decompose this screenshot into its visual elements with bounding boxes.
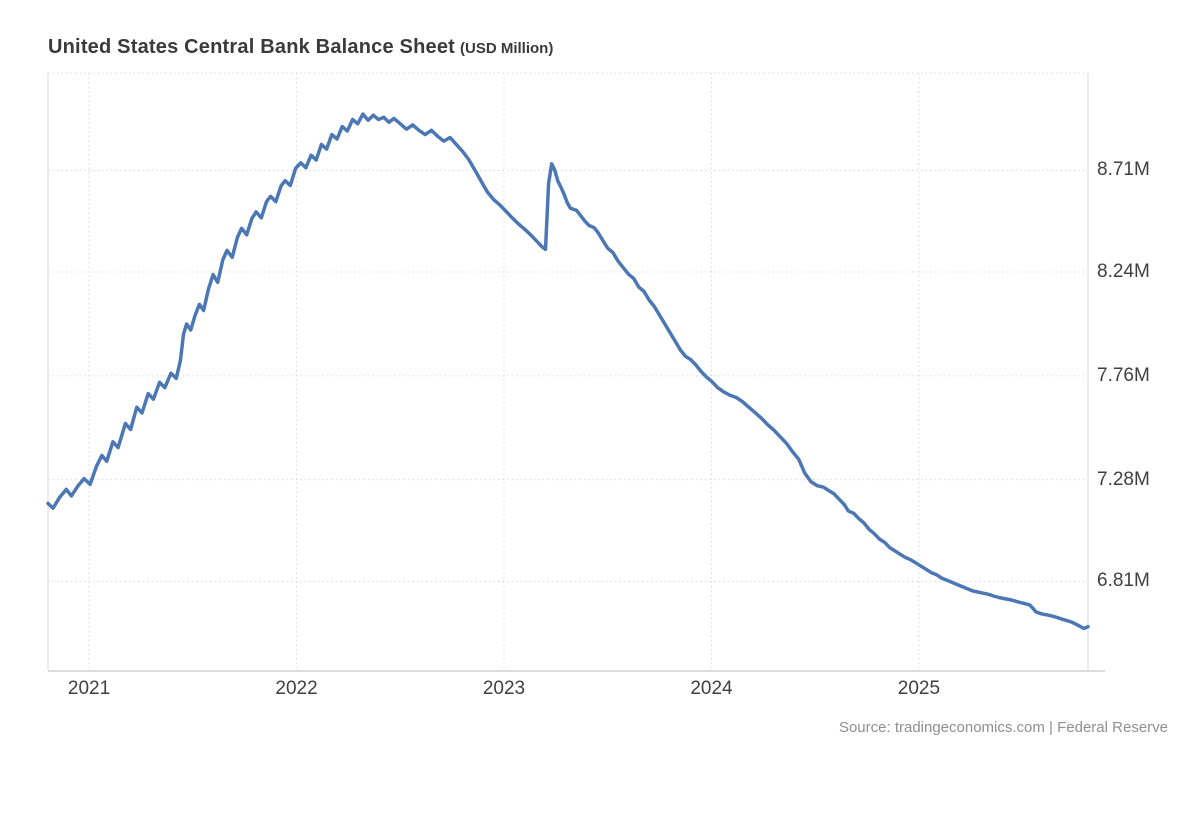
chart-title-row: United States Central Bank Balance Sheet…	[48, 36, 553, 59]
y-tick-label: 7.28M	[1097, 468, 1150, 490]
x-tick-label: 2022	[275, 678, 318, 699]
balance-sheet-line	[46, 112, 1090, 631]
x-tick-label: 2024	[690, 678, 733, 699]
y-tick-label: 7.76M	[1097, 364, 1150, 386]
x-tick-label: 2023	[482, 678, 526, 699]
x-tick-label: 2021	[67, 678, 111, 699]
y-tick-label: 8.24M	[1097, 261, 1150, 282]
chart-title: United States Central Bank Balance Sheet	[48, 36, 456, 58]
source-attribution: Source: tradingeconomics.com | Federal R…	[838, 719, 1168, 736]
y-tick-label: 6.81M	[1097, 570, 1150, 592]
x-tick-label: 2025	[897, 678, 941, 699]
chart-title-unit: (USD Million)	[460, 40, 554, 57]
y-tick-label: 8.71M	[1097, 159, 1150, 181]
